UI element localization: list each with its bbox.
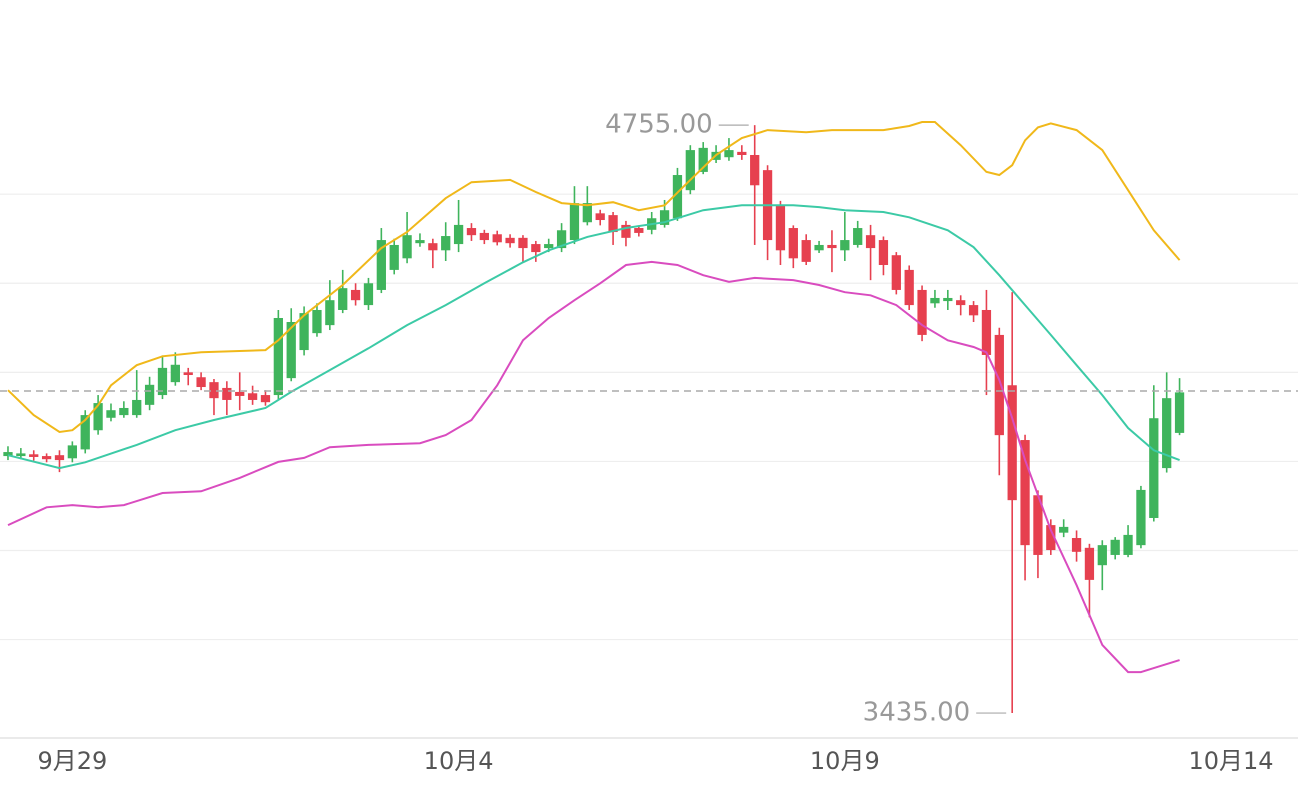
candle-body bbox=[466, 228, 477, 236]
candle-body bbox=[428, 243, 438, 251]
candle-body bbox=[994, 334, 1004, 436]
candle-body bbox=[659, 210, 670, 225]
candle-body bbox=[814, 244, 824, 251]
candle-body bbox=[235, 391, 245, 396]
candle-body bbox=[788, 228, 798, 259]
x-tick-label: 10月9 bbox=[810, 747, 880, 775]
annotation-label: 4755.00 bbox=[605, 110, 713, 140]
candle-body bbox=[1084, 547, 1095, 580]
candle-body bbox=[904, 269, 914, 306]
candle-body bbox=[698, 147, 708, 172]
candle-body bbox=[106, 410, 116, 418]
candle-body bbox=[441, 236, 451, 251]
candle-body bbox=[16, 453, 26, 457]
candle-body bbox=[801, 240, 811, 262]
candle-body bbox=[737, 151, 747, 155]
candle-body bbox=[956, 300, 966, 306]
candle-body bbox=[518, 237, 528, 249]
candle-body bbox=[299, 313, 309, 351]
candle-body bbox=[247, 393, 258, 400]
candle-body bbox=[54, 455, 65, 461]
x-tick-label: 9月29 bbox=[37, 747, 107, 775]
band-line bbox=[7, 204, 1180, 470]
candle-body bbox=[325, 300, 335, 326]
candle-body bbox=[222, 387, 232, 400]
candle-body bbox=[3, 452, 13, 457]
candle-body bbox=[1071, 538, 1082, 552]
candle-body bbox=[350, 289, 361, 301]
candle-body bbox=[286, 322, 296, 379]
candle-body bbox=[724, 150, 734, 158]
candle-body bbox=[891, 255, 901, 290]
candle-body bbox=[930, 297, 940, 304]
candle-body bbox=[608, 215, 618, 233]
candle-body bbox=[827, 244, 837, 249]
band-line bbox=[7, 121, 1181, 434]
candle-body bbox=[338, 288, 348, 310]
candle-body bbox=[119, 407, 129, 416]
candle-body bbox=[968, 305, 979, 316]
candle-body bbox=[170, 364, 180, 383]
candle-body bbox=[183, 372, 193, 376]
candle-body bbox=[505, 237, 515, 244]
candle-body bbox=[260, 395, 271, 403]
candle-body bbox=[376, 240, 386, 290]
candle-body bbox=[943, 297, 953, 302]
candle-body bbox=[685, 150, 695, 191]
candle-body bbox=[672, 175, 683, 219]
candle-body bbox=[1136, 489, 1146, 546]
x-tick-label: 10月14 bbox=[1189, 747, 1274, 775]
candle-body bbox=[93, 403, 103, 431]
candle-body bbox=[492, 234, 502, 243]
candle-body bbox=[209, 382, 219, 399]
candle-body bbox=[621, 224, 631, 238]
candle-body bbox=[144, 384, 155, 405]
x-tick-label: 10月4 bbox=[424, 747, 494, 775]
candle-body bbox=[273, 318, 283, 396]
candle-body bbox=[853, 228, 863, 245]
candle-body bbox=[1110, 539, 1120, 555]
candle-body bbox=[1097, 545, 1107, 566]
candle-body bbox=[582, 203, 592, 223]
candle-body bbox=[1007, 385, 1017, 501]
candle-body bbox=[865, 235, 876, 249]
candle-body bbox=[634, 228, 644, 233]
candle-body bbox=[312, 309, 322, 334]
candle-body bbox=[750, 154, 760, 186]
candle-body bbox=[917, 289, 927, 335]
annotation-label: 3435.00 bbox=[863, 698, 971, 728]
candle-body bbox=[1162, 398, 1172, 469]
candle-body bbox=[878, 240, 889, 266]
candle-body bbox=[132, 399, 142, 416]
band-line bbox=[7, 260, 1180, 674]
candle-body bbox=[1149, 418, 1159, 518]
candle-body bbox=[556, 230, 567, 249]
candle-body bbox=[981, 309, 992, 355]
candle-body bbox=[363, 283, 374, 306]
candle-body bbox=[1020, 440, 1030, 546]
candle-body bbox=[479, 232, 489, 241]
candle-body bbox=[531, 244, 541, 253]
candle-body bbox=[840, 240, 850, 251]
candle-body bbox=[29, 454, 39, 457]
candle-body bbox=[196, 377, 206, 388]
candle-body bbox=[544, 244, 554, 249]
candle-body bbox=[569, 203, 580, 241]
candle-body bbox=[1174, 392, 1185, 433]
candle-body bbox=[67, 445, 77, 459]
candle-body bbox=[595, 213, 605, 221]
candle-body bbox=[389, 244, 399, 270]
candle-body bbox=[402, 235, 412, 259]
candle-body bbox=[41, 456, 52, 460]
candle-body bbox=[1123, 534, 1133, 555]
candle-body bbox=[1046, 525, 1056, 551]
candle-body bbox=[157, 367, 168, 396]
candle-body bbox=[80, 415, 90, 450]
candle-body bbox=[1059, 526, 1069, 533]
candle-body bbox=[453, 224, 464, 245]
candle-body bbox=[775, 205, 786, 251]
candle-body bbox=[1033, 495, 1043, 555]
candle-body bbox=[415, 240, 425, 244]
